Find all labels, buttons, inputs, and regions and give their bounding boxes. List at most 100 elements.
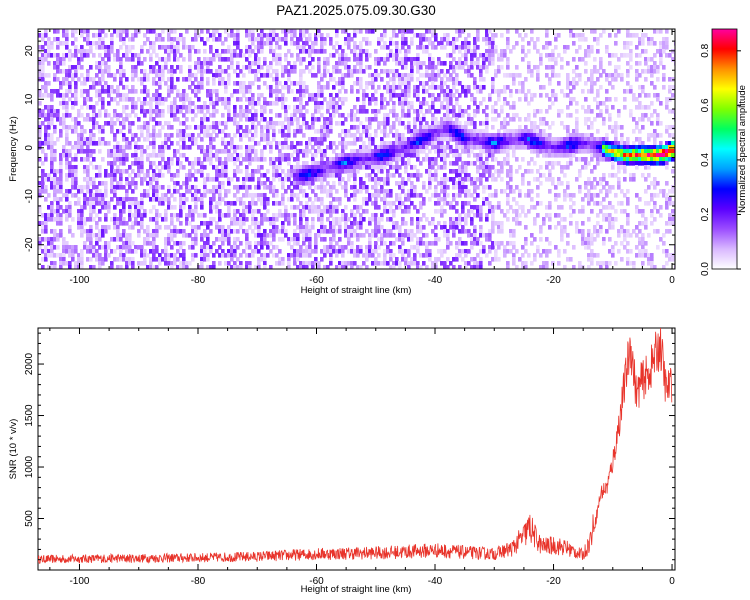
spectrogram-cell — [188, 185, 192, 190]
spectrogram-cell — [482, 137, 486, 142]
spectrogram-cell — [170, 109, 174, 114]
spectrogram-cell — [473, 101, 477, 106]
spectrogram-cell — [350, 241, 354, 246]
spectrogram-cell — [53, 173, 57, 178]
spectrogram-cell — [338, 113, 342, 118]
spectrogram-cell — [329, 129, 333, 134]
spectrogram-cell — [404, 81, 408, 86]
spectrogram-cell — [434, 261, 438, 266]
spectrogram-cell — [383, 165, 387, 170]
spectrogram-cell — [182, 129, 186, 134]
spectrogram-cell — [56, 197, 60, 202]
spectrogram-cell — [299, 245, 303, 250]
spectrogram-cell — [95, 257, 99, 262]
spectrogram-cell — [62, 193, 66, 198]
spectrogram-cell — [320, 209, 324, 214]
spectrogram-cell — [488, 57, 492, 62]
spectrogram-cell — [65, 137, 69, 142]
spectrogram-cell — [494, 133, 498, 138]
spectrogram-cell — [44, 41, 48, 46]
spectrogram-cell — [53, 237, 57, 242]
spectrogram-cell — [101, 137, 105, 142]
spectrogram-cell — [38, 125, 42, 130]
spectrogram-cell — [389, 93, 393, 98]
spectrogram-cell — [80, 249, 84, 254]
spectrogram-cell — [65, 37, 69, 42]
spectrogram-cell — [269, 181, 273, 186]
spectrogram-cell — [125, 153, 129, 158]
spectrogram-cell — [170, 49, 174, 54]
spectrogram-cell — [158, 161, 162, 166]
spectrogram-cell — [98, 125, 102, 130]
spectrogram-cell — [254, 221, 258, 226]
spectrogram-cell — [299, 77, 303, 82]
spectrogram-cell — [404, 93, 408, 98]
spectrogram-cell — [395, 41, 399, 46]
spectrogram-cell — [485, 237, 489, 242]
spectrogram-cell — [296, 157, 300, 162]
spectrogram-cell — [458, 121, 462, 126]
spectrogram-cell — [152, 109, 156, 114]
spectrogram-cell — [314, 177, 318, 182]
spectrogram-cell — [104, 81, 108, 86]
spectrogram-cell — [185, 213, 189, 218]
spectrogram-cell — [398, 249, 402, 254]
spectrogram-cell — [71, 257, 75, 262]
spectrogram-cell — [317, 177, 321, 182]
spectrogram-cell — [353, 141, 357, 146]
spectrogram-cell — [464, 61, 468, 66]
spectrogram-cell — [383, 145, 387, 150]
spectrogram-cell — [446, 69, 450, 74]
spectrogram-cell — [182, 229, 186, 234]
spectrogram-cell — [305, 89, 309, 94]
spectrogram-cell — [188, 109, 192, 114]
spectrogram-cell — [284, 109, 288, 114]
spectrogram-cell — [170, 173, 174, 178]
spectrogram-cell — [170, 89, 174, 94]
spectrogram-cell — [353, 65, 357, 70]
spectrogram-cell — [464, 261, 468, 266]
spectrogram-cell — [356, 89, 360, 94]
spectrogram-cell — [386, 209, 390, 214]
spectrogram-cell — [368, 237, 372, 242]
spectrogram-cell — [317, 85, 321, 90]
spectrogram-cell — [38, 45, 42, 50]
spectrogram-cell — [200, 121, 204, 126]
spectrogram-cell — [443, 177, 447, 182]
spectrogram-cell — [218, 37, 222, 42]
spectrogram-cell — [374, 101, 378, 106]
spectrogram-cell — [419, 101, 423, 106]
spectrogram-cell — [308, 165, 312, 170]
spectrogram-cell — [431, 61, 435, 66]
spectrogram-cell — [371, 201, 375, 206]
spectrogram-cell — [200, 81, 204, 86]
spectrogram-cell — [395, 113, 399, 118]
spectrogram-cell — [404, 89, 408, 94]
spectrogram-cell — [323, 229, 327, 234]
spectrogram-cell — [161, 109, 165, 114]
spectrogram-cell — [269, 145, 273, 150]
spectrogram-cell — [353, 181, 357, 186]
spectrogram-cell — [251, 137, 255, 142]
spectrogram-cell — [98, 29, 102, 34]
spectrogram-cell — [347, 65, 351, 70]
spectrogram-cell — [80, 141, 84, 146]
spectrogram-cell — [167, 225, 171, 230]
spectrogram-cell — [341, 53, 345, 58]
spectrogram-cell — [98, 37, 102, 42]
spectrogram-cell — [479, 249, 483, 254]
spectrogram-cell — [137, 57, 141, 62]
spectrogram-cell — [395, 45, 399, 50]
spectrogram-cell — [119, 33, 123, 38]
spectrogram-cell — [170, 73, 174, 78]
spectrogram-cell — [122, 93, 126, 98]
spectrogram-cell — [224, 145, 228, 150]
spectrogram-cell — [272, 189, 276, 194]
spectrogram-cell — [86, 93, 90, 98]
spectrogram-cell — [359, 61, 363, 66]
spectrogram-cell — [353, 105, 357, 110]
spectrogram-cell — [452, 69, 456, 74]
spectrogram-cell — [314, 101, 318, 106]
spectrogram-cell — [92, 149, 96, 154]
spectrogram-cell — [233, 217, 237, 222]
